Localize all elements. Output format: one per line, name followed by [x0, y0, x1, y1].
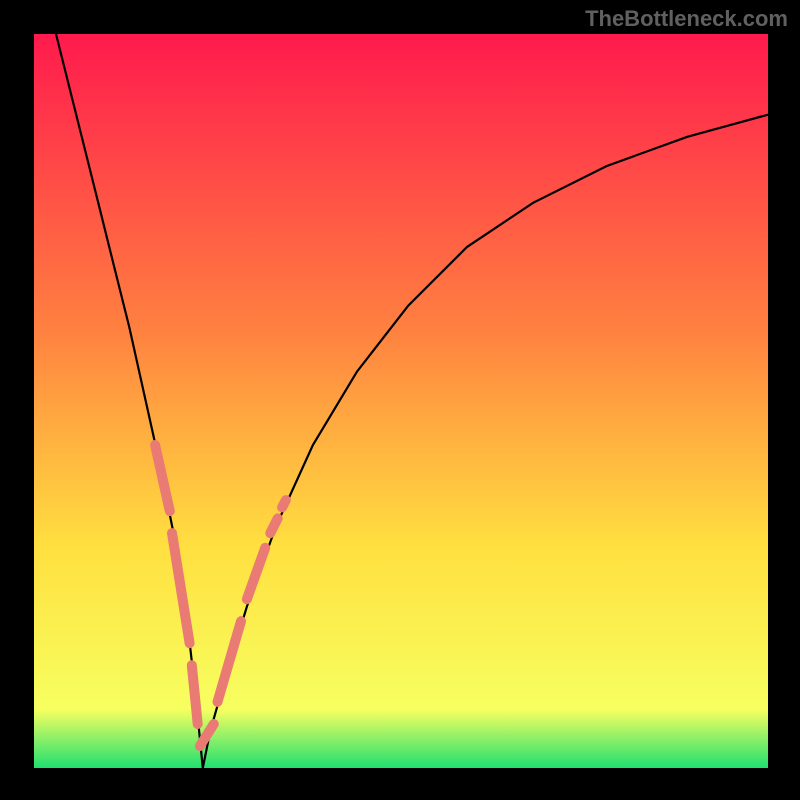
overlay-segment	[192, 665, 198, 724]
chart-svg	[34, 34, 768, 768]
overlay-markers	[155, 445, 286, 746]
overlay-segment	[155, 445, 170, 511]
overlay-segment	[200, 724, 214, 746]
plot-area	[34, 34, 768, 768]
overlay-segment	[270, 518, 277, 533]
overlay-segment	[282, 500, 286, 507]
overlay-segment	[247, 548, 265, 599]
overlay-segment	[172, 533, 190, 643]
overlay-segment	[218, 621, 242, 702]
bottleneck-curve	[56, 34, 768, 768]
watermark-text: TheBottleneck.com	[585, 6, 788, 32]
